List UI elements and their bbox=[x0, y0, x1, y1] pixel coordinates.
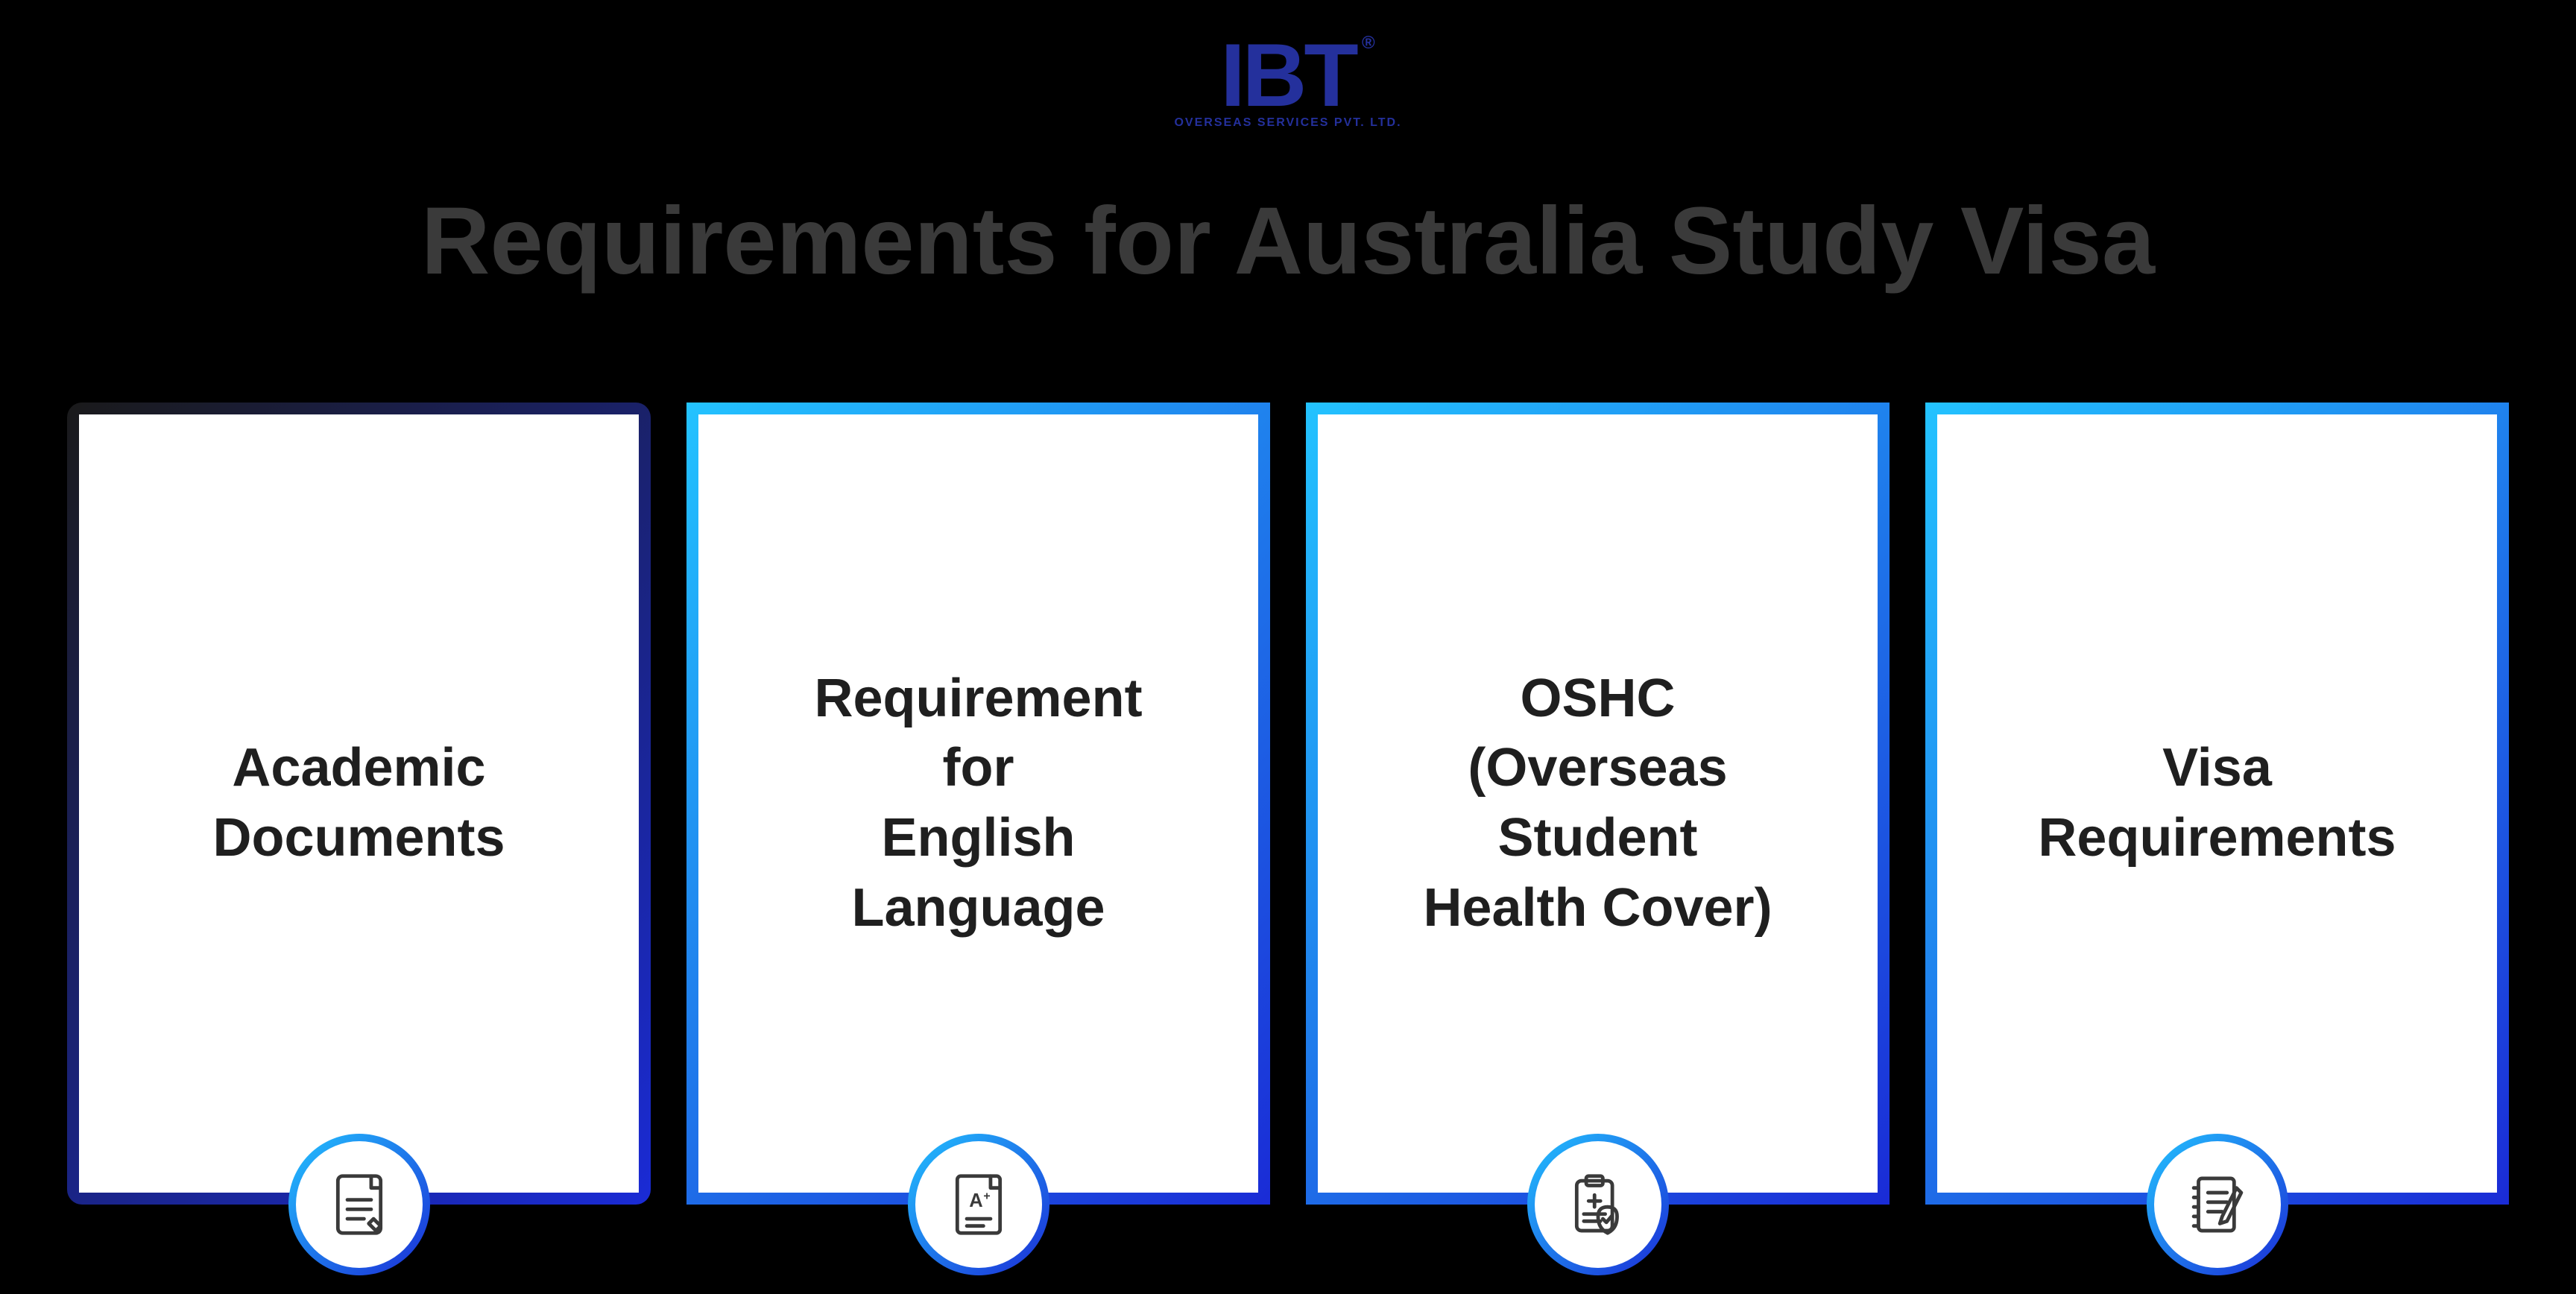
requirement-card-oshc[interactable]: OSHC (Overseas Student Health Cover) bbox=[1306, 403, 1890, 1205]
document-edit-icon bbox=[321, 1167, 397, 1243]
card-icon-badge bbox=[2147, 1134, 2288, 1275]
card-label: OSHC (Overseas Student Health Cover) bbox=[1423, 664, 1772, 943]
logo-registered: ® bbox=[1362, 33, 1375, 54]
icon-inner bbox=[1535, 1141, 1661, 1268]
card-body: Visa Requirements bbox=[1937, 414, 2497, 1193]
requirement-card-english[interactable]: Requirement for English Language bbox=[686, 403, 1270, 1205]
card-body: Requirement for English Language bbox=[698, 414, 1258, 1193]
cards-row: Academic Documents Requirement for Englis… bbox=[67, 403, 2509, 1205]
card-label: Visa Requirements bbox=[2038, 733, 2396, 873]
icon-inner bbox=[2154, 1141, 2281, 1268]
brand-logo: IBT ® OVERSEAS SERVICES PVT. LTD. bbox=[1174, 37, 1401, 130]
card-body: OSHC (Overseas Student Health Cover) bbox=[1318, 414, 1878, 1193]
page-title: Requirements for Australia Study Visa bbox=[0, 186, 2576, 296]
card-icon-badge bbox=[1527, 1134, 1669, 1275]
card-icon-badge bbox=[908, 1134, 1049, 1275]
notebook-pen-icon bbox=[2179, 1167, 2255, 1243]
logo-text: IBT bbox=[1220, 37, 1355, 113]
card-label: Academic Documents bbox=[212, 733, 505, 873]
infographic-stage: IBT ® OVERSEAS SERVICES PVT. LTD. Requir… bbox=[0, 0, 2576, 1294]
icon-inner bbox=[915, 1141, 1042, 1268]
grade-sheet-icon bbox=[941, 1167, 1017, 1243]
card-label: Requirement for English Language bbox=[814, 664, 1142, 943]
card-icon-badge bbox=[288, 1134, 430, 1275]
card-body: Academic Documents bbox=[79, 414, 639, 1193]
requirement-card-visa[interactable]: Visa Requirements bbox=[1925, 403, 2509, 1205]
health-clipboard-icon bbox=[1560, 1167, 1636, 1243]
icon-inner bbox=[296, 1141, 423, 1268]
requirement-card-academic[interactable]: Academic Documents bbox=[67, 403, 651, 1205]
